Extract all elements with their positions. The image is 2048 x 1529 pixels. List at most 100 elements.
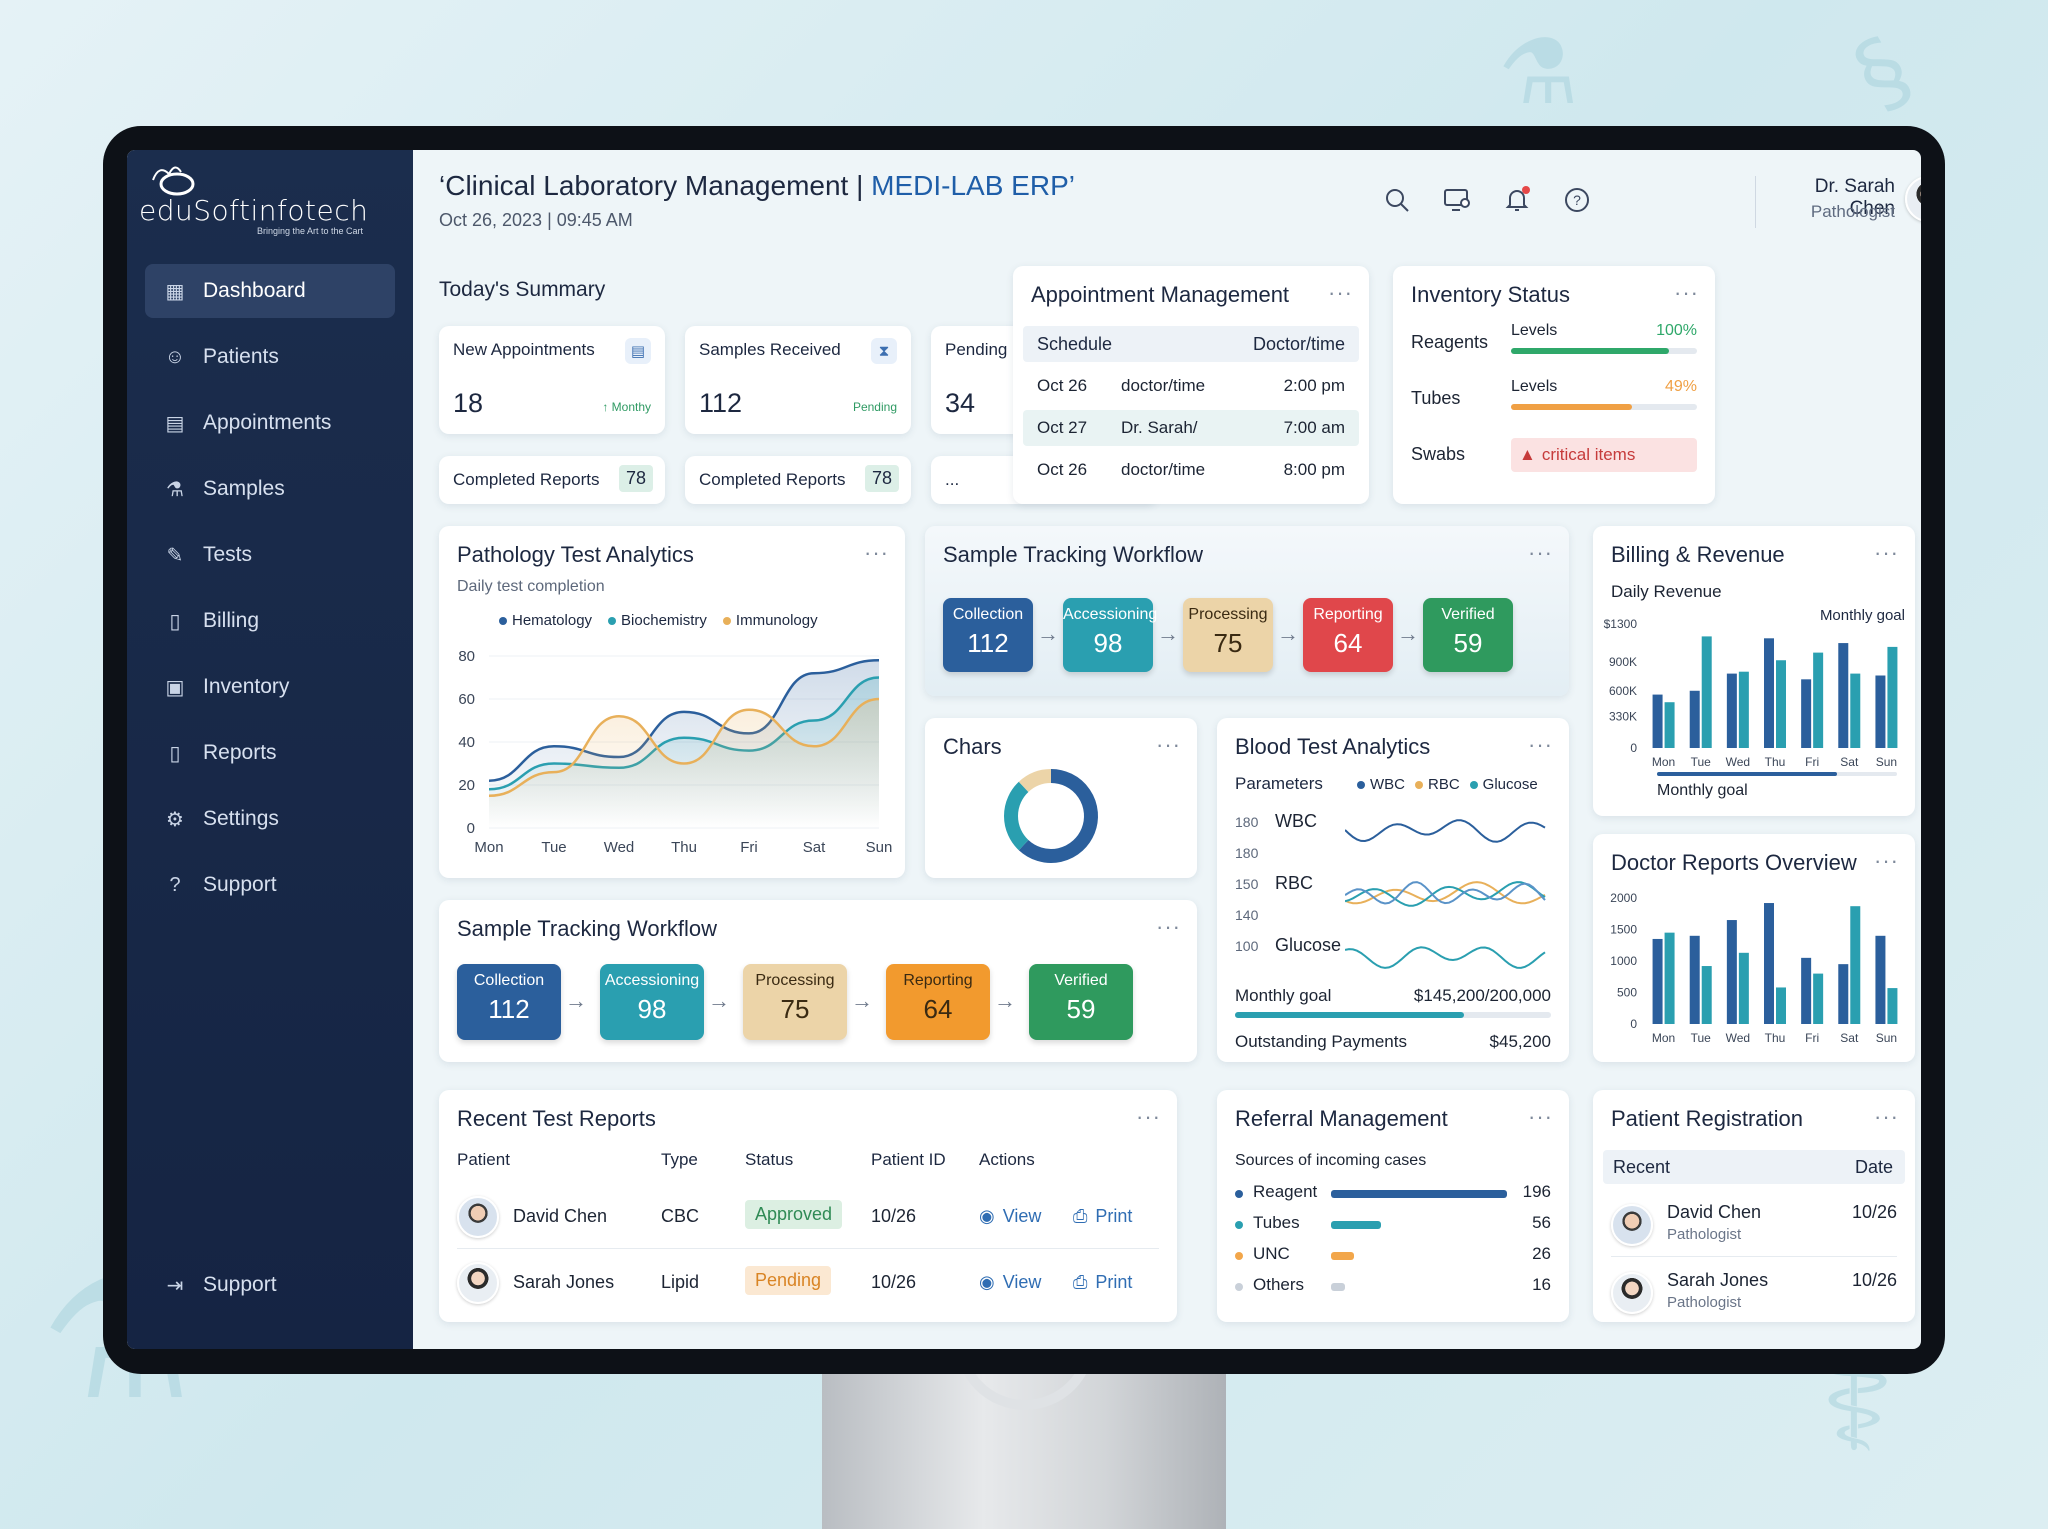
referral-count: 196 (1522, 1182, 1551, 1201)
legend-item: Hematology (499, 612, 592, 629)
bar (1776, 987, 1786, 1024)
workflow-step-processing[interactable]: Processing 75 (743, 964, 847, 1040)
sidebar-item-support-bottom[interactable]: ⇥ Support (145, 1258, 395, 1312)
x-tick-label: Fri (1805, 755, 1819, 769)
view-label: View (1002, 1272, 1042, 1292)
summary-card[interactable]: Samples Received ⧗ 112 Pending (685, 326, 911, 434)
appointment-row[interactable]: Oct 26 doctor/time 2:00 pm (1023, 368, 1359, 404)
bar (1838, 643, 1849, 748)
legend-item: Immunology (722, 612, 818, 629)
registration-name: Sarah Jones (1667, 1270, 1769, 1290)
more-icon[interactable]: ··· (1328, 280, 1353, 305)
referral-card: Referral Management ··· Sources of incom… (1217, 1090, 1569, 1322)
sidebar-item-settings[interactable]: ⚙ Settings (145, 792, 395, 846)
sidebar-item-reports[interactable]: ▯ Reports (145, 726, 395, 780)
more-icon[interactable]: ··· (1874, 848, 1899, 873)
user-avatar[interactable] (1905, 176, 1921, 222)
referral-title: Referral Management (1235, 1106, 1448, 1131)
workflow-step-value: 59 (1453, 628, 1483, 658)
workflow-step-accessioning[interactable]: Accessioning 98 (1063, 598, 1157, 672)
list-item[interactable]: David Chen Pathologist 10/26 (1593, 1196, 1915, 1257)
workflow-step-reporting[interactable]: Reporting 64 (886, 964, 990, 1040)
more-icon[interactable]: ··· (1528, 732, 1553, 757)
workflow-step-processing[interactable]: Processing 75 (1183, 598, 1273, 672)
print-link[interactable]: ⎙ Print (1073, 1206, 1132, 1227)
workflow-step-label: Processing (755, 972, 835, 989)
test-type: Lipid (661, 1272, 700, 1292)
summary-mini-card[interactable]: Completed Reports 78 (685, 456, 911, 504)
sidebar-item-tests[interactable]: ✎ Tests (145, 528, 395, 582)
sidebar-item-label: Billing (203, 609, 260, 632)
donut-slice (1004, 781, 1029, 851)
view-label: View (1002, 1206, 1042, 1226)
workflow-step-collection[interactable]: Collection 112 (943, 598, 1033, 672)
summary-mini-card[interactable]: Completed Reports 78 (439, 456, 665, 504)
more-icon[interactable]: ··· (1874, 1104, 1899, 1129)
gear-icon: ⚙ (166, 808, 184, 831)
blood-params-label: Parameters (1235, 774, 1323, 793)
x-tick-label: Thu (1765, 1031, 1786, 1045)
logout-icon: ⇥ (166, 1274, 184, 1297)
sidebar-item-support[interactable]: ? Support (145, 858, 395, 912)
view-link[interactable]: ◉ View (979, 1272, 1041, 1293)
bar (1738, 952, 1749, 1024)
more-icon[interactable]: ··· (1136, 1104, 1161, 1129)
sidebar-item-label: Samples (203, 477, 285, 500)
y-tick-label: 1000 (1610, 954, 1637, 968)
workflow-step-verified[interactable]: Verified 59 (1423, 598, 1513, 672)
printer-icon: ⎙ (1073, 1206, 1088, 1226)
summary-card[interactable]: New Appointments ▤ 18 ↑ Monthy (439, 326, 665, 434)
svg-text:?: ? (1573, 192, 1581, 208)
sidebar-item-label: Dashboard (203, 279, 306, 302)
sidebar-item-samples[interactable]: ⚗ Samples (145, 462, 395, 516)
sidebar-item-dashboard[interactable]: ▦ Dashboard (145, 264, 395, 318)
inventory-item-name: Reagents (1411, 332, 1489, 352)
appointment-row[interactable]: Oct 27 Dr. Sarah/7:00 am (1023, 410, 1359, 446)
chars-card: Chars ··· (925, 718, 1197, 878)
critical-alert[interactable]: ▲ critical items (1511, 438, 1697, 472)
more-icon[interactable]: ··· (1528, 540, 1553, 565)
search-button[interactable] (1381, 184, 1413, 216)
more-icon[interactable]: ··· (1674, 280, 1699, 305)
bar (1813, 652, 1824, 748)
grid-icon: ▦ (165, 280, 185, 303)
eye-icon: ◉ (979, 1272, 995, 1292)
bar (1652, 694, 1663, 748)
sidebar-item-appointments[interactable]: ▤ Appointments (145, 396, 395, 450)
more-icon[interactable]: ··· (1528, 1104, 1553, 1129)
sidebar-bottom: ⇥ Support (145, 1258, 395, 1324)
bar (1689, 690, 1700, 748)
more-icon[interactable]: ··· (1156, 914, 1181, 939)
sidebar-item-billing[interactable]: ▯ Billing (145, 594, 395, 648)
sidebar-item-patients[interactable]: ☺ Patients (145, 330, 395, 384)
view-link[interactable]: ◉ View (979, 1206, 1041, 1227)
help-button[interactable]: ? (1561, 184, 1593, 216)
sidebar-item-inventory[interactable]: ▣ Inventory (145, 660, 395, 714)
more-icon[interactable]: ··· (1874, 540, 1899, 565)
recent-reports-card: Recent Test Reports ··· Patient Type Statu… (439, 1090, 1177, 1322)
calendar-icon: ▤ (625, 338, 651, 364)
list-item[interactable]: Sarah Jones Pathologist 10/26 (1593, 1264, 1915, 1324)
arrow-right-icon: → (1157, 621, 1179, 646)
more-icon[interactable]: ··· (864, 540, 889, 565)
workflow-step-reporting[interactable]: Reporting 64 (1303, 598, 1393, 672)
chars-title: Chars (943, 734, 1002, 759)
workflow-step-verified[interactable]: Verified 59 (1029, 964, 1133, 1040)
inventory-title: Inventory Status (1411, 282, 1570, 307)
workflow-step-value: 64 (1333, 628, 1363, 658)
screen-share-button[interactable] (1441, 184, 1473, 216)
inventory-level-value: 49% (1664, 378, 1697, 395)
appointment-row[interactable]: Oct 26 doctor/time 8:00 pm (1023, 452, 1359, 488)
workflow-step-accessioning[interactable]: Accessioning 98 (600, 964, 704, 1040)
print-link[interactable]: ⎙ Print (1073, 1272, 1132, 1293)
notifications-button[interactable] (1501, 184, 1533, 216)
more-icon[interactable]: ··· (1156, 732, 1181, 757)
sidebar-item-label: Patients (203, 345, 279, 368)
workflow-step-collection[interactable]: Collection 112 (457, 964, 561, 1040)
inventory-item-name: Swabs (1411, 444, 1466, 464)
workflow-step-value: 59 (1066, 994, 1096, 1024)
row-divider (1611, 1256, 1897, 1257)
workflow-step-label: Processing (1188, 606, 1268, 623)
y-tick-label: 900K (1609, 655, 1637, 669)
bar (1850, 906, 1861, 1024)
